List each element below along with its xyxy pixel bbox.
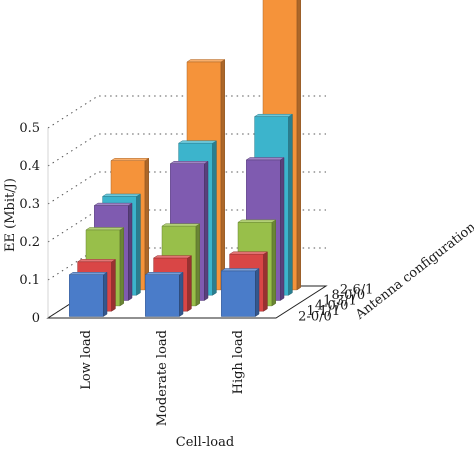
- series-label: 8-0/0: [332, 288, 366, 303]
- category-label: Low load: [79, 330, 94, 390]
- category-label: Moderate load: [155, 330, 170, 426]
- y-tick-label: 0.2: [19, 235, 40, 250]
- y-tick-label: 0.5: [19, 121, 40, 136]
- series-label: 4-0/0: [315, 299, 349, 314]
- bar-2-0-0-2: [220, 268, 260, 317]
- y-tick-label: 0.1: [19, 273, 40, 288]
- y-tick-label: 0.3: [19, 197, 40, 212]
- y-tick-label: 0.4: [19, 159, 40, 174]
- bar-2-0-0-0: [68, 271, 108, 317]
- y-axis-title: EE (Mbit/J): [3, 178, 18, 252]
- y-tick-label: 0: [32, 311, 40, 326]
- z-axis-title: Antenna configuration: [352, 219, 474, 323]
- series-label: 1-1/1: [307, 304, 341, 319]
- series-label: 1-3/1: [323, 293, 357, 308]
- series-label: 2-0/0: [298, 309, 332, 324]
- x-axis-title: Cell-load: [176, 435, 234, 450]
- bar-2-0-0-1: [144, 271, 184, 317]
- category-label: High load: [231, 330, 246, 394]
- series-label: 2-6/1: [340, 283, 374, 298]
